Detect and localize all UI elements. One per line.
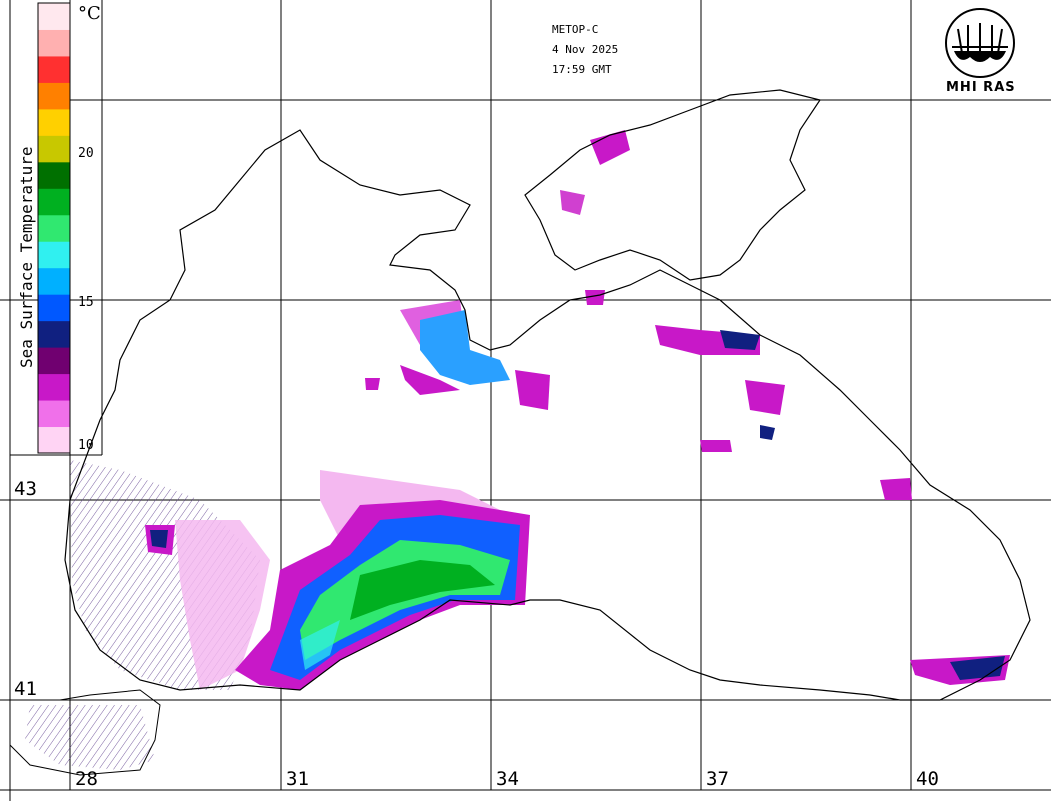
lon-label-31: 31 (286, 768, 309, 790)
legend-color-step (38, 320, 70, 348)
hatched-region-marmara (25, 705, 155, 770)
legend-color-step (38, 108, 70, 136)
legend-color-step (38, 400, 70, 428)
legend-title-text: Sea Surface Temperature (17, 146, 36, 368)
logo-text: MHI RAS (946, 80, 1016, 95)
lat-label-41: 41 (14, 678, 37, 700)
legend-tick-20: 20 (78, 146, 94, 161)
lon-label-28: 28 (75, 768, 98, 790)
bosphorus-coastline (9, 689, 161, 776)
legend-tick-10: 10 (78, 438, 94, 453)
legend-title: Sea Surface Temperature (17, 146, 36, 368)
lon-label-34: 34 (496, 768, 519, 790)
lon-label-40: 40 (916, 768, 939, 790)
legend-color-step (38, 267, 70, 295)
legend-color-step (38, 373, 70, 401)
legend-color-step (38, 3, 70, 30)
legend-color-step (38, 161, 70, 189)
mhi-ras-logo-icon (945, 8, 1015, 78)
legend-color-step (38, 241, 70, 269)
lat-label-43: 43 (14, 478, 37, 500)
legend-color-step (38, 214, 70, 242)
legend-color-step (38, 426, 70, 454)
legend-color-step (38, 82, 70, 110)
satellite-name: METOP-C (552, 23, 599, 36)
legend-unit: °C (78, 3, 101, 24)
legend-color-step (38, 294, 70, 322)
legend-color-step (38, 29, 70, 57)
pass-date: 4 Nov 2025 (552, 43, 619, 56)
lon-label-37: 37 (706, 768, 729, 790)
legend-color-step (38, 135, 70, 163)
legend-color-step (38, 347, 70, 375)
legend-colorbar (38, 3, 70, 454)
sst-warm-patches (235, 500, 530, 690)
pass-time: 17:59 GMT (552, 63, 612, 76)
azov-coastline (524, 89, 821, 281)
legend-color-step (38, 188, 70, 216)
coastline (64, 129, 1031, 701)
legend-color-step (38, 55, 70, 83)
legend-tick-15: 15 (78, 295, 94, 310)
